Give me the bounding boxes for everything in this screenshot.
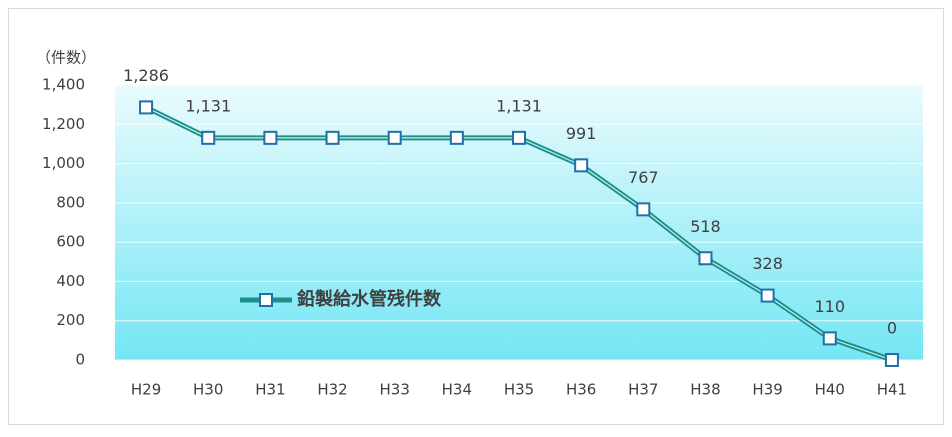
x-tick-label: H40	[815, 381, 845, 399]
y-tick-label: 400	[56, 272, 85, 290]
x-tick-label: H29	[131, 381, 161, 399]
x-tick-label: H39	[752, 381, 782, 399]
y-tick-label: 1,200	[42, 115, 85, 133]
marker	[574, 158, 589, 173]
legend-label: 鉛製給水管残件数	[297, 288, 442, 310]
x-tick-label: H36	[566, 381, 596, 399]
marker	[139, 100, 154, 115]
marker	[512, 130, 526, 145]
data-label: 110	[814, 297, 845, 316]
marker	[760, 288, 775, 303]
marker	[387, 130, 402, 145]
x-tick-label: H35	[504, 381, 534, 399]
marker	[449, 130, 464, 145]
data-label: 991	[566, 124, 597, 143]
marker	[822, 331, 837, 346]
x-tick-label: H41	[877, 381, 907, 399]
x-tick-label: H30	[193, 381, 223, 399]
data-label: 1,131	[185, 96, 231, 115]
y-tick-label: 600	[56, 233, 85, 251]
x-tick-label: H37	[628, 381, 658, 399]
y-tick-label: 0	[75, 351, 85, 369]
y-axis-label: （件数）	[36, 49, 96, 67]
x-tick-label: H34	[442, 381, 472, 399]
data-label: 1,131	[496, 96, 542, 115]
data-label: 767	[628, 168, 659, 187]
x-tick-label: H38	[690, 381, 720, 399]
data-label: 328	[752, 254, 783, 273]
marker	[884, 353, 899, 367]
data-label: 518	[690, 217, 721, 236]
x-tick-label: H33	[380, 381, 410, 399]
x-tick-label: H32	[317, 381, 347, 399]
marker	[698, 251, 713, 266]
marker	[325, 130, 340, 145]
y-tick-label: 800	[56, 193, 85, 211]
marker	[201, 130, 216, 145]
y-tick-label: 200	[56, 311, 85, 329]
data-label: 1,286	[123, 66, 169, 85]
marker	[263, 130, 278, 145]
y-tick-label: 1,000	[42, 154, 85, 172]
marker	[636, 202, 651, 217]
y-tick-label: 1,400	[42, 76, 85, 94]
plot-area	[115, 85, 923, 360]
data-label: 0	[887, 319, 897, 338]
x-tick-label: H31	[255, 381, 285, 399]
legend-marker	[259, 293, 273, 307]
